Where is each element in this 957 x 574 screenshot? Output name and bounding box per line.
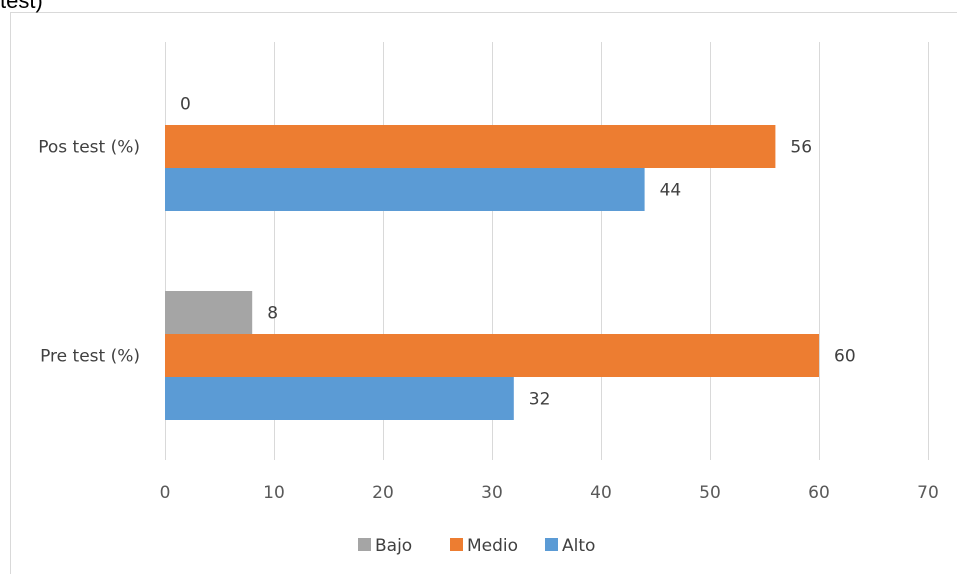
data-label: 60 [834, 347, 856, 367]
legend-label: Bajo [375, 536, 412, 556]
category-label: Pre test (%) [40, 347, 140, 367]
data-label: 56 [790, 138, 812, 158]
legend-label: Medio [467, 536, 518, 556]
bar-medio [165, 334, 819, 377]
legend-swatch-alto [545, 538, 558, 551]
data-label: 8 [267, 304, 278, 324]
x-tick-label: 50 [699, 483, 721, 503]
x-axis-ticks: 0 10 20 30 40 50 60 70 [160, 483, 939, 503]
x-tick-label: 40 [590, 483, 612, 503]
bar-bajo [165, 291, 253, 334]
data-labels: 0 56 44 8 60 32 [180, 95, 856, 410]
bar-alto [165, 377, 514, 420]
bar-medio [165, 125, 776, 168]
x-tick-label: 0 [160, 483, 171, 503]
legend-swatch-medio [450, 538, 463, 551]
legend-label: Alto [562, 536, 595, 556]
bars [165, 125, 819, 420]
gridlines [165, 42, 929, 460]
bar-alto [165, 168, 645, 211]
data-label: 32 [529, 390, 551, 410]
data-label: 0 [180, 95, 191, 115]
x-tick-label: 30 [481, 483, 503, 503]
legend: Bajo Medio Alto [358, 536, 595, 556]
chart-title: test) [0, 0, 43, 13]
category-label: Pos test (%) [38, 138, 140, 158]
x-tick-label: 10 [263, 483, 285, 503]
data-label: 44 [660, 181, 682, 201]
x-tick-label: 20 [372, 483, 394, 503]
x-tick-label: 60 [808, 483, 830, 503]
y-axis-categories: Pos test (%) Pre test (%) [38, 138, 140, 367]
legend-swatch-bajo [358, 538, 371, 551]
x-tick-label: 70 [917, 483, 939, 503]
